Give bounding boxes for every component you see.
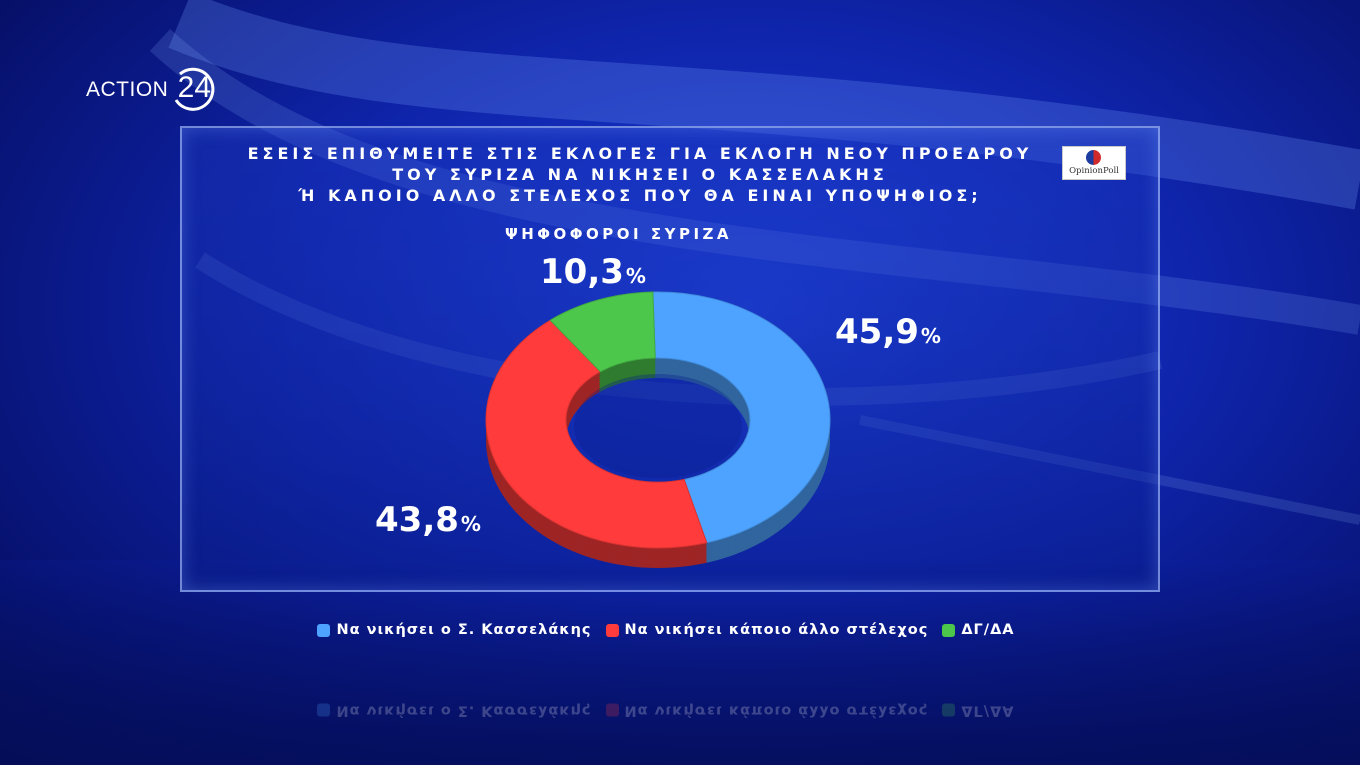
legend-label-kasselakis: Να νικήσει ο Σ. Κασσελάκης bbox=[336, 622, 592, 638]
legend-item-other: Να νικήσει κάποιο άλλο στέλεχος bbox=[605, 622, 929, 638]
slice-unit-other: % bbox=[460, 512, 481, 536]
reflection-label-other: Να νικήσει κάποιο άλλο στέλεχος bbox=[624, 702, 929, 719]
channel-logo: ACTION 24 bbox=[86, 66, 218, 114]
slice-kasselakis bbox=[652, 291, 831, 544]
slice-dk bbox=[549, 291, 656, 373]
pollster-logo: OpinionPoll bbox=[1062, 146, 1126, 180]
legend-label-dk: ΔΓ/ΔΑ bbox=[961, 622, 1015, 638]
reflection-label-dk: ΔΓ/ΔΑ bbox=[961, 702, 1015, 719]
legend-swatch-other bbox=[605, 623, 619, 637]
logo-text: ACTION bbox=[86, 78, 169, 101]
pollster-logo-text: OpinionPoll bbox=[1069, 166, 1119, 176]
chart-subtitle: ΨΗΦΟΦΟΡΟΙ ΣΥΡΙΖΑ bbox=[505, 225, 733, 243]
question-line-3: Ή ΚΑΠΟΙΟ ΑΛΛΟ ΣΤΕΛΕΧΟΣ ΠΟΥ ΘΑ ΕΙΝΑΙ ΥΠΟΨ… bbox=[298, 186, 982, 205]
question-title: ΕΣΕΙΣ ΕΠΙΘΥΜΕΙΤΕ ΣΤΙΣ ΕΚΛΟΓΕΣ ΓΙΑ ΕΚΛΟΓΗ… bbox=[200, 143, 1080, 206]
slice-value-kasselakis: 45,9 bbox=[835, 312, 919, 352]
question-line-2: ΤΟΥ ΣΥΡΙΖΑ ΝΑ ΝΙΚΗΣΕΙ Ο ΚΑΣΣΕΛΑΚΗΣ bbox=[392, 165, 888, 184]
logo-number: 24 bbox=[177, 71, 212, 104]
donut-hole bbox=[574, 374, 742, 478]
legend-item-kasselakis: Να νικήσει ο Σ. Κασσελάκης bbox=[317, 622, 591, 638]
legend-label-other: Να νικήσει κάποιο άλλο στέλεχος bbox=[624, 622, 929, 638]
slice-value-dk: 10,3 bbox=[540, 252, 624, 292]
legend-swatch-kasselakis bbox=[317, 623, 331, 637]
logo-number-badge: 24 bbox=[170, 66, 218, 114]
slice-label-kasselakis: 45,9% bbox=[835, 312, 941, 352]
floor-reflection bbox=[0, 560, 1360, 765]
chart-legend: Να νικήσει ο Σ. Κασσελάκης Να νικήσει κά… bbox=[0, 622, 1360, 641]
question-line-1: ΕΣΕΙΣ ΕΠΙΘΥΜΕΙΤΕ ΣΤΙΣ ΕΚΛΟΓΕΣ ΓΙΑ ΕΚΛΟΓΗ… bbox=[247, 144, 1033, 163]
slice-unit-kasselakis: % bbox=[920, 324, 941, 348]
reflection-label-kasselakis: Να νικήσει ο Σ. Κασσελάκης bbox=[336, 702, 592, 719]
legend-item-dk: ΔΓ/ΔΑ bbox=[942, 622, 1014, 638]
pollster-logo-mark bbox=[1086, 150, 1101, 165]
legend-reflection: Να νικήσει ο Σ. Κασσελάκης Να νικήσει κά… bbox=[0, 700, 1360, 719]
slice-other bbox=[485, 319, 708, 549]
slice-label-dk: 10,3% bbox=[540, 252, 646, 292]
legend-swatch-dk bbox=[942, 623, 956, 637]
slice-label-other: 43,8% bbox=[375, 500, 481, 540]
slice-value-other: 43,8 bbox=[375, 500, 459, 540]
slice-unit-dk: % bbox=[625, 264, 646, 288]
